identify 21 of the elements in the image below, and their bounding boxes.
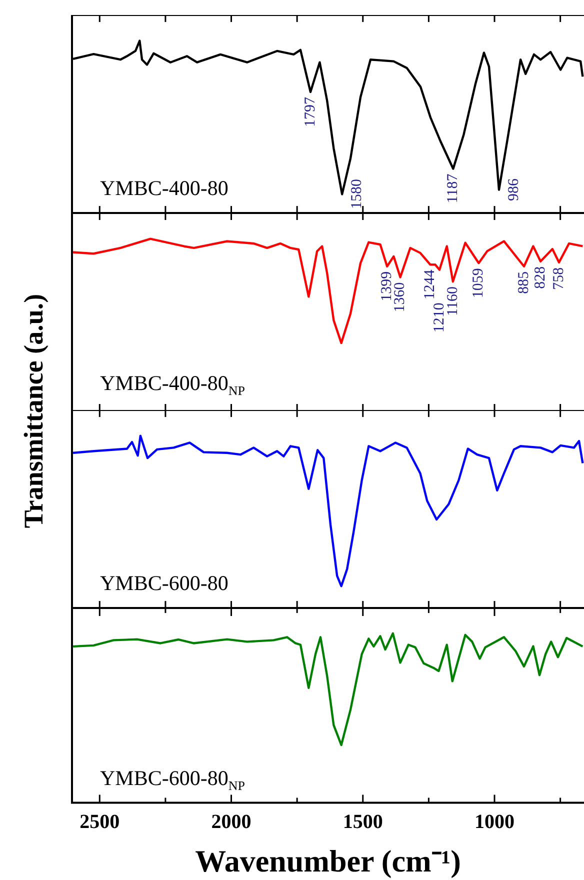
annotation: 986 [506, 178, 522, 202]
x-tick-label: 1000 [474, 810, 514, 833]
text: YMBC-600-80$_{NP}$ [100, 766, 245, 794]
text: YMBC-400-80$_{NP}$ [100, 370, 245, 399]
annotation: 1580 [349, 179, 366, 209]
x-tick-label: 1500 [342, 810, 383, 833]
annotation: 1797 [302, 96, 318, 127]
y-axis-title: Transmittance (a.u.) [18, 293, 50, 528]
annotation: 1187 [445, 173, 462, 204]
annotation: 828 [532, 266, 549, 289]
annotation: 1210 [431, 302, 448, 333]
x-axis-title: Wavenumber (cm⁻¹) [195, 843, 461, 878]
text: YMBC-600-80 [100, 571, 228, 596]
x-tick-label: 2500 [80, 810, 120, 833]
annotation: 1244 [422, 269, 438, 300]
annotation: 1059 [470, 268, 487, 298]
annotation: 885 [516, 271, 532, 294]
x-tick-label: 2000 [211, 810, 252, 833]
text: YMBC-400-80 [100, 176, 228, 201]
annotation: 1160 [444, 286, 461, 316]
annotation: 758 [550, 267, 567, 290]
